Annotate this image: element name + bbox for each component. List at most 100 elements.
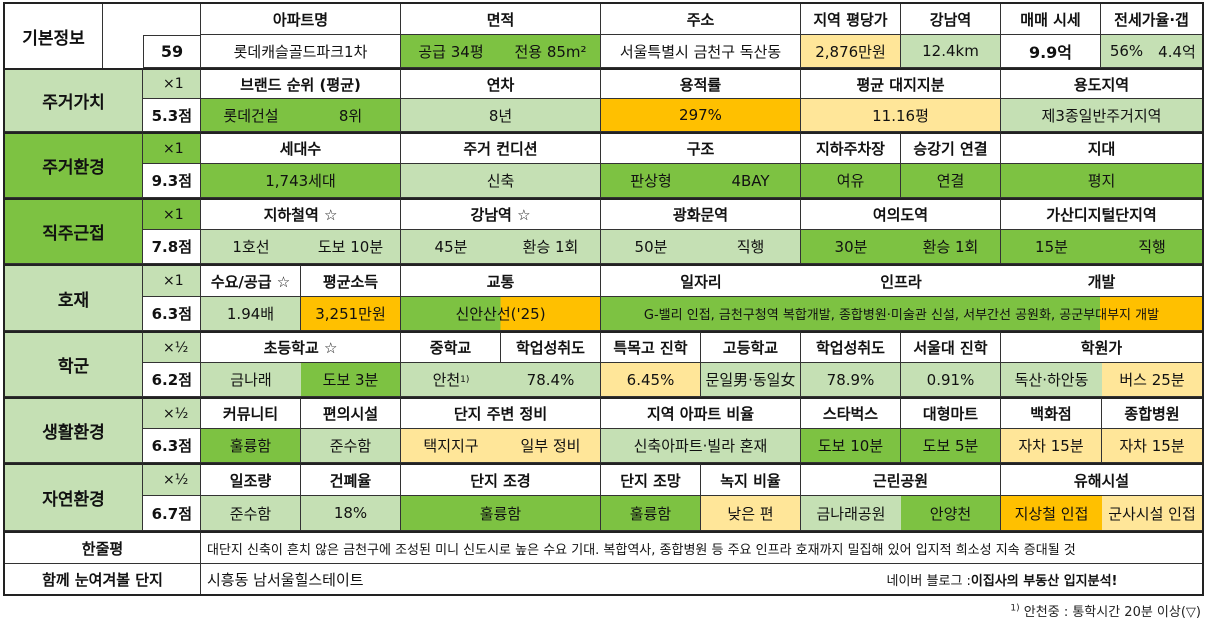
sunlight-value: 준수함	[201, 496, 301, 531]
header-convenience: 편의시설	[301, 397, 401, 429]
yeouido-time-value: 30분	[801, 230, 901, 264]
yeouido-transfer-value: 환승 1회	[901, 230, 1001, 264]
header-area: 면적	[401, 4, 601, 35]
header-view: 단지 조망	[601, 463, 701, 496]
header-address: 주소	[601, 4, 801, 35]
special-hs-value: 6.45%	[601, 363, 701, 397]
gasan-time-value: 15분	[1001, 230, 1102, 264]
multiplier: ×½	[143, 331, 201, 363]
header-community: 커뮤니티	[201, 397, 301, 429]
header-structure: 구조	[601, 132, 801, 164]
land-share-value: 11.16평	[801, 99, 1001, 132]
category-label: 직주근접	[5, 198, 143, 264]
footnote: 1) 안천중 : 통학시간 20분 이상(▽)	[1010, 601, 1201, 620]
basic-info-label: 기본정보	[5, 4, 103, 68]
header-coverage: 건폐율	[301, 463, 401, 496]
academy-bus-value: 버스 25분	[1102, 363, 1203, 397]
park-name-value: 금나래공원	[801, 496, 901, 531]
middle-school-name: 안천	[432, 371, 461, 389]
blog-name: 이집사의 부동산 입지분석!	[970, 574, 1118, 589]
structure-type-value: 판상형	[601, 164, 701, 198]
income-value: 3,251만원	[301, 297, 401, 331]
gangnam-dist-value: 12.4km	[901, 35, 1001, 68]
high-school-value: 문일男·동일女	[701, 363, 801, 397]
rank-value: 8위	[301, 99, 401, 132]
gasan-transfer-value: 직행	[1102, 230, 1203, 264]
jeonse-ratio-value: 56%	[1101, 35, 1152, 68]
header-elevator: 승강기 연결	[901, 132, 1001, 164]
header-middle: 중학교	[401, 331, 501, 363]
header-elementary: 초등학교 ☆	[201, 331, 401, 363]
header-sunlight: 일조량	[201, 463, 301, 496]
bay-value: 4BAY	[701, 164, 801, 198]
header-department-store: 백화점	[1001, 397, 1102, 429]
score: 6.3점	[143, 429, 201, 463]
header-condition: 주거 컨디션	[401, 132, 601, 164]
park-river-value: 안양천	[901, 496, 1001, 531]
score: 6.7점	[143, 496, 201, 531]
green-ratio-value: 낮은 편	[701, 496, 801, 531]
header-income: 평균소득	[301, 264, 401, 297]
related-complex: 시흥동 남서울힐스테이트	[201, 564, 801, 595]
apt-name-value: 롯데캐슬골드파크1차	[201, 35, 401, 68]
score: 6.3점	[143, 297, 201, 331]
header-high: 고등학교	[701, 331, 801, 363]
hospital-value: 자차 15분	[1102, 429, 1203, 463]
surroundings-type-value: 택지지구	[401, 429, 501, 463]
header-parking: 지하주차장	[801, 132, 901, 164]
multiplier: ×1	[143, 264, 201, 297]
elementary-name-value: 금나래	[201, 363, 301, 397]
header-brand-rank: 브랜드 순위 (평균)	[201, 68, 401, 99]
sale-price-value: 9.9억	[1001, 35, 1101, 68]
view-value: 훌륭함	[601, 496, 701, 531]
area-supply-value: 공급 34평	[401, 35, 501, 68]
header-land-share: 평균 대지지분	[801, 68, 1001, 99]
summary-label: 한줄평	[5, 531, 201, 564]
category-label: 생활환경	[5, 397, 143, 463]
score: 7.8점	[143, 230, 201, 264]
address-value: 서울특별시 금천구 독산동	[601, 35, 801, 68]
header-starbucks: 스타벅스	[801, 397, 901, 429]
summary-text: 대단지 신축이 흔치 않은 금천구에 조성된 미니 신도시로 높은 수요 기대.…	[201, 531, 1203, 564]
snu-value: 0.91%	[901, 363, 1001, 397]
supply-demand-value: 1.94배	[201, 297, 301, 331]
terrain-value: 평지	[1001, 164, 1203, 198]
high-achievement-value: 78.9%	[801, 363, 901, 397]
header-price-per-pyeong: 지역 평당가	[801, 4, 901, 35]
header-academy: 학원가	[1001, 331, 1203, 363]
subway-line-value: 1호선	[201, 230, 301, 264]
far-value: 297%	[601, 99, 801, 132]
age-value: 8년	[401, 99, 601, 132]
header-subway: 지하철역 ☆	[201, 198, 401, 230]
header-apt-ratio: 지역 아파트 비율	[601, 397, 801, 429]
zoning-value: 제3종일반주거지역	[1001, 99, 1203, 132]
multiplier: ×1	[143, 68, 201, 99]
condition-value: 신축	[401, 164, 601, 198]
convenience-value: 준수함	[301, 429, 401, 463]
multiplier: ×1	[143, 198, 201, 230]
basic-info-spacer	[103, 4, 201, 35]
header-gwanghwamun: 광화문역	[601, 198, 801, 230]
header-supply-demand: 수요/공급 ☆	[201, 264, 301, 297]
surroundings-status-value: 일부 정비	[501, 429, 601, 463]
header-households: 세대수	[201, 132, 401, 164]
header-jobs: 일자리	[601, 264, 801, 297]
header-park: 근린공원	[801, 463, 1001, 496]
subway-walk-value: 도보 10분	[301, 230, 401, 264]
development-list-value: G-밸리 인접, 금천구청역 복합개발, 종합병원·미술관 신설, 서부간선 공…	[601, 297, 1203, 331]
blog-credit: 네이버 블로그 : 이집사의 부동산 입지분석!	[801, 564, 1203, 595]
brand-value: 롯데건설	[201, 99, 301, 132]
gap-value: 4.4억	[1152, 35, 1203, 68]
middle-achievement-value: 78.4%	[501, 363, 601, 397]
header-terrain: 지대	[1001, 132, 1203, 164]
gwanghwamun-transfer-value: 직행	[701, 230, 801, 264]
header-floor-area-ratio: 용적률	[601, 68, 801, 99]
multiplier: ×1	[143, 132, 201, 164]
households-value: 1,743세대	[201, 164, 401, 198]
header-jeonse-gap: 전세가율·갭	[1101, 4, 1203, 35]
header-green-ratio: 녹지 비율	[701, 463, 801, 496]
community-value: 훌륭함	[201, 429, 301, 463]
header-infra: 인프라	[801, 264, 1001, 297]
landscaping-value: 훌륭함	[401, 496, 601, 531]
header-apt-name: 아파트명	[201, 4, 401, 35]
